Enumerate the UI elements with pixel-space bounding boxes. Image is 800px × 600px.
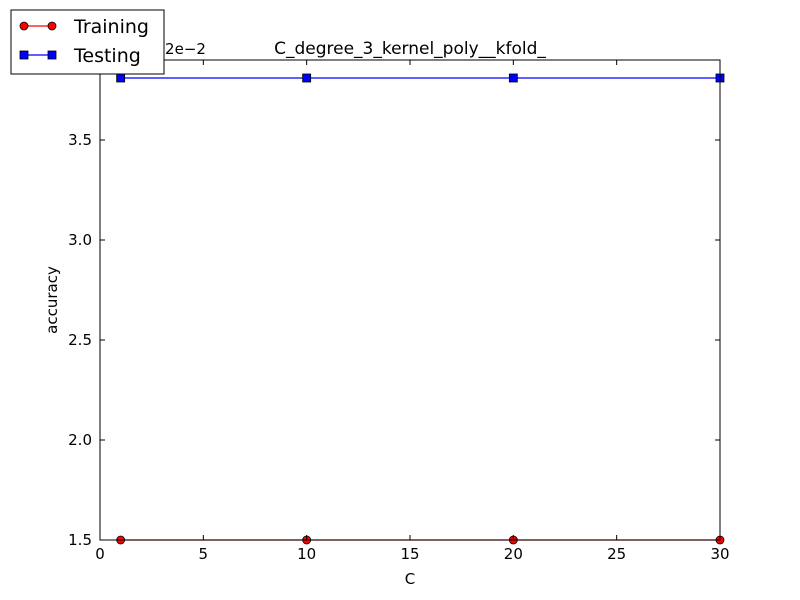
data-point-testing (508, 73, 518, 83)
x-axis-ticks: 0 5 10 15 20 25 30 (95, 60, 730, 563)
x-axis-label: C (405, 570, 415, 588)
legend: Training Testing (10, 9, 165, 75)
x-tick-label: 5 (199, 545, 209, 563)
x-tick-label: 15 (400, 545, 419, 563)
y-tick-label: 3.0 (68, 231, 92, 249)
chart-title: C_degree_3_kernel_poly__kfold_ (274, 39, 546, 59)
x-tick-label: 30 (710, 545, 729, 563)
legend-box (10, 9, 165, 75)
x-tick-label: 20 (504, 545, 523, 563)
x-tick-label: 0 (95, 545, 105, 563)
y-axis-label: accuracy (43, 266, 61, 334)
y-axis-ticks: 1.5 2.0 2.5 3.0 3.5 (68, 131, 720, 549)
legend-marker-testing (19, 50, 29, 60)
legend-label-training: Training (73, 16, 149, 38)
legend-marker-training (47, 21, 57, 31)
y-tick-label: 3.5 (68, 131, 92, 149)
y-tick-label: 1.5 (68, 531, 92, 549)
data-point-testing (302, 73, 312, 83)
x-tick-label: 10 (297, 545, 316, 563)
plot-area (116, 73, 725, 545)
y-tick-label: 2.0 (68, 431, 92, 449)
legend-marker-testing (47, 50, 57, 60)
legend-label-testing: Testing (73, 45, 141, 67)
data-point-testing (116, 73, 126, 83)
legend-marker-training (19, 21, 29, 31)
plot-frame (99, 59, 721, 541)
x-tick-label: 25 (607, 545, 626, 563)
y-tick-label: 2.5 (68, 331, 92, 349)
